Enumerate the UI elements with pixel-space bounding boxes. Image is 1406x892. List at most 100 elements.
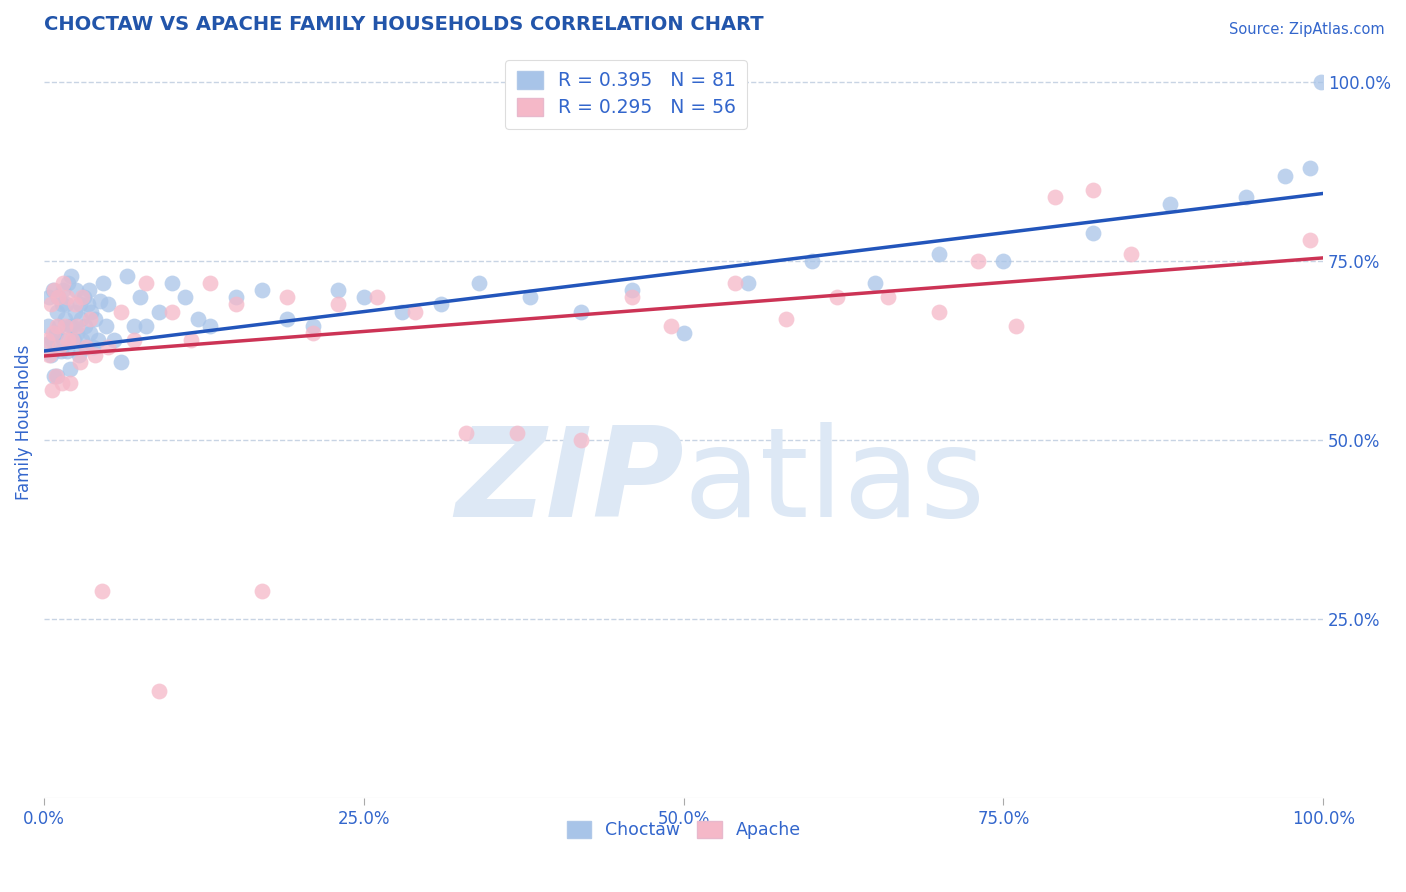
Point [456,426,478,441]
Point [51,297,73,311]
Point [519,290,541,304]
Point [122,333,145,347]
Point [97,340,120,354]
Point [928,247,950,261]
Point [250,583,273,598]
Point [58,276,80,290]
Point [621,283,644,297]
Point [62,333,84,347]
Point [45,369,67,384]
Point [865,276,887,290]
Point [94,318,117,333]
Point [1081,226,1104,240]
Point [53,318,76,333]
Point [44,369,66,384]
Point [35,336,58,351]
Point [59,318,82,333]
Point [66,318,89,333]
Point [48,340,70,354]
Point [63,304,86,318]
Point [569,304,592,318]
Point [90,583,112,598]
Point [45,304,67,318]
Point [148,304,170,318]
Point [1043,190,1066,204]
Point [404,304,426,318]
Point [45,326,67,340]
Point [73,290,96,304]
Point [1299,161,1322,176]
Point [58,333,80,347]
Point [122,318,145,333]
Point [1005,318,1028,333]
Point [80,304,103,318]
Point [97,297,120,311]
Point [103,333,125,347]
Point [160,276,183,290]
Y-axis label: Family Households: Family Households [15,345,32,500]
Point [79,326,101,340]
Point [1309,75,1331,89]
Point [72,333,94,347]
Point [76,297,98,311]
Point [38,347,60,361]
Point [49,343,72,358]
Point [79,311,101,326]
Point [87,333,110,347]
Point [877,290,900,304]
Point [135,276,157,290]
Point [276,311,298,326]
Point [46,290,69,304]
Point [70,311,93,326]
Point [82,340,104,354]
Point [55,297,77,311]
Point [276,290,298,304]
Point [328,283,350,297]
Point [72,290,94,304]
Point [800,254,823,268]
Point [52,283,75,297]
Point [301,318,323,333]
Point [42,283,65,297]
Point [63,297,86,311]
Point [569,434,592,448]
Point [48,318,70,333]
Point [60,333,83,347]
Point [89,293,111,308]
Point [110,304,132,318]
Text: atlas: atlas [683,422,986,543]
Point [75,340,97,354]
Point [135,318,157,333]
Point [39,297,62,311]
Point [59,268,82,283]
Point [52,276,75,290]
Point [659,318,682,333]
Point [110,355,132,369]
Point [180,333,202,347]
Point [928,304,950,318]
Point [117,268,139,283]
Point [1299,233,1322,247]
Point [67,347,90,361]
Point [84,311,107,326]
Point [65,283,87,297]
Point [45,318,67,333]
Point [59,362,82,376]
Point [73,318,96,333]
Point [69,355,91,369]
Point [160,304,183,318]
Point [187,311,209,326]
Text: Source: ZipAtlas.com: Source: ZipAtlas.com [1229,22,1385,37]
Point [44,283,66,297]
Point [75,340,97,354]
Text: CHOCTAW VS APACHE FAMILY HOUSEHOLDS CORRELATION CHART: CHOCTAW VS APACHE FAMILY HOUSEHOLDS CORR… [44,15,763,34]
Point [825,290,848,304]
Point [200,276,222,290]
Point [429,297,451,311]
Point [672,326,695,340]
Point [66,326,89,340]
Point [52,333,75,347]
Point [353,290,375,304]
Point [993,254,1015,268]
Point [56,343,79,358]
